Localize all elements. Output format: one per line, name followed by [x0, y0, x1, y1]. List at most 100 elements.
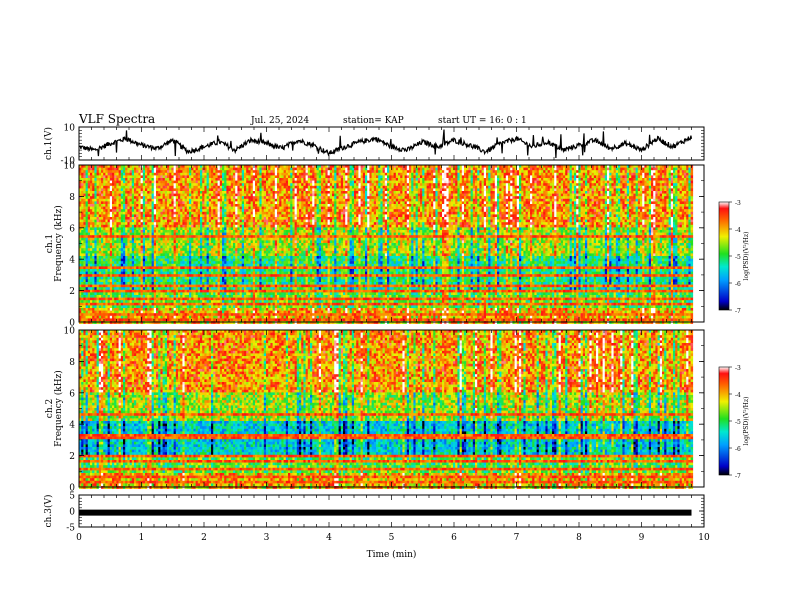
spectrogram-cell	[281, 167, 284, 171]
spectrogram-cell	[142, 191, 146, 194]
spectrogram-cell	[554, 172, 557, 176]
spectrogram-cell	[642, 193, 645, 197]
spectrogram-cell	[292, 198, 295, 202]
spectrogram-cell	[549, 191, 553, 194]
spectrogram-cell	[631, 191, 634, 194]
spectrogram-cell	[151, 170, 155, 174]
spectrogram-cell	[79, 193, 82, 197]
spectrogram-cell	[98, 209, 102, 213]
spectrogram-cell	[624, 201, 628, 205]
spectrogram-cell	[404, 196, 408, 200]
spectrogram-cell	[83, 183, 86, 187]
spectrogram-cell	[233, 204, 236, 207]
spectrogram-cell	[393, 206, 397, 210]
spectrogram-cell	[307, 165, 311, 168]
spectrogram-cell	[642, 198, 645, 202]
spectrogram-cell	[233, 196, 236, 200]
spectrogram-cell	[239, 188, 243, 192]
spectrogram-cell	[644, 191, 647, 194]
spectrogram-cell	[420, 175, 423, 179]
spectrogram-cell	[637, 191, 641, 194]
spectrogram-cell	[279, 167, 282, 171]
spectrogram-cell	[307, 201, 311, 205]
spectrogram-cell	[398, 196, 401, 200]
spectrogram-cell	[263, 185, 267, 189]
spectrogram-cell	[442, 175, 445, 179]
spectrogram-cell	[204, 198, 207, 202]
spectrogram-cell	[114, 175, 117, 179]
spectrogram-cell	[123, 198, 126, 202]
spectrogram-cell	[406, 165, 410, 168]
spectrogram-cell	[131, 167, 135, 171]
spectrogram-cell	[446, 180, 449, 184]
spectrogram-cell	[252, 204, 256, 207]
spectrogram-cell	[470, 172, 474, 176]
spectrogram-cell	[178, 206, 181, 210]
spectrogram-cell	[92, 183, 95, 187]
spectrogram-cell	[547, 180, 551, 184]
spectrogram-cell	[391, 188, 394, 192]
spectrogram-cell	[228, 167, 232, 171]
spectrogram-cell	[464, 170, 467, 174]
spectrogram-cell	[479, 175, 482, 179]
spectrogram-cell	[369, 172, 372, 176]
spectrogram-cell	[292, 209, 295, 213]
spectrogram-cell	[510, 165, 513, 168]
spectrogram-cell	[512, 188, 515, 192]
spectrogram-cell	[598, 185, 601, 189]
spectrogram-cell	[602, 170, 606, 174]
spectrogram-cell	[142, 183, 146, 187]
spectrogram-cell	[226, 209, 229, 213]
spectrogram-cell	[279, 206, 282, 210]
spectrogram-cell	[675, 178, 678, 181]
spectrogram-cell	[461, 193, 465, 197]
spectrogram-cell	[622, 172, 625, 176]
spectrogram-cell	[684, 193, 687, 197]
spectrogram-cell	[503, 170, 507, 174]
spectrogram-cell	[525, 178, 529, 181]
spectrogram-cell	[345, 183, 348, 187]
spectrogram-cell	[558, 204, 562, 207]
spectrogram-cell	[215, 167, 218, 171]
spectrogram-cell	[620, 167, 623, 171]
spectrogram-cell	[230, 204, 234, 207]
spectrogram-cell	[684, 170, 687, 174]
spectrogram-cell	[604, 175, 608, 179]
spectrogram-cell	[351, 180, 355, 184]
spectrogram-cell	[171, 204, 174, 207]
spectrogram-cell	[393, 188, 397, 192]
spectrogram-cell	[81, 204, 84, 207]
spectrogram-cell	[512, 193, 515, 197]
spectrogram-cell	[356, 193, 359, 197]
spectrogram-cell	[501, 165, 504, 168]
spectrogram-cell	[358, 191, 361, 194]
spectrogram-cell	[569, 167, 573, 171]
spectrogram-cell	[426, 193, 430, 197]
spectrogram-cell	[103, 204, 106, 207]
spectrogram-cell	[558, 206, 562, 210]
spectrogram-cell	[323, 170, 326, 174]
spectrogram-cell	[677, 180, 680, 184]
spectrogram-cell	[127, 185, 130, 189]
spectrogram-cell	[325, 185, 328, 189]
spectrogram-cell	[648, 188, 652, 192]
spectrogram-cell	[138, 180, 141, 184]
spectrogram-cell	[409, 165, 412, 168]
spectrogram-cell	[464, 167, 467, 171]
spectrogram-cell	[637, 198, 641, 202]
spectrogram-cell	[305, 206, 309, 210]
spectrogram-cell	[136, 196, 139, 200]
spectrogram-cell	[483, 170, 487, 174]
spectrogram-cell	[554, 180, 557, 184]
spectrogram-cell	[530, 188, 533, 192]
spectrogram-cell	[629, 206, 632, 210]
spectrogram-cell	[360, 201, 364, 205]
spectrogram-cell	[554, 167, 557, 171]
spectrogram-cell	[690, 198, 694, 202]
spectrogram-cell	[571, 167, 575, 171]
spectrogram-cell	[435, 165, 438, 168]
spectrogram-cell	[626, 198, 630, 202]
spectrogram-cell	[547, 201, 551, 205]
spectrogram-cell	[369, 196, 372, 200]
spectrogram-cell	[274, 206, 278, 210]
